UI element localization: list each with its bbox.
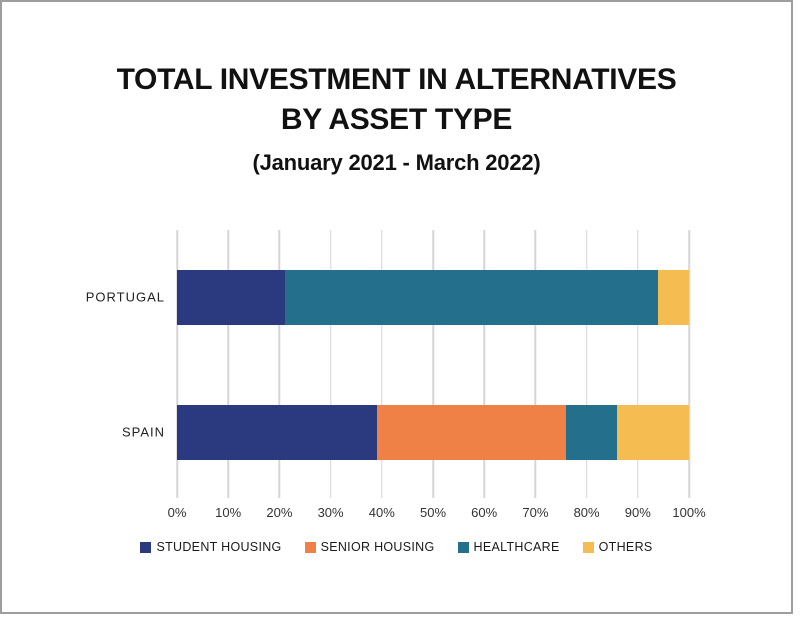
bar-spain bbox=[177, 405, 689, 460]
gridline-80% bbox=[585, 230, 588, 498]
x-tick-label-100%: 100% bbox=[672, 505, 706, 520]
segment-spain-healthcare bbox=[566, 405, 618, 460]
chart-title-line1: TOTAL INVESTMENT IN ALTERNATIVES bbox=[116, 63, 677, 96]
row-label-spain: SPAIN bbox=[121, 424, 165, 440]
chart-header: TOTAL INVESTMENT IN ALTERNATIVES BY ASSE… bbox=[2, 60, 791, 176]
x-tick-label-50%: 50% bbox=[419, 505, 447, 520]
segment-portugal-student-housing bbox=[177, 270, 285, 325]
segment-portugal-healthcare bbox=[284, 270, 659, 325]
legend-item-senior-housing: SENIOR HOUSING bbox=[304, 540, 435, 554]
segment-spain-senior-housing bbox=[376, 405, 567, 460]
x-tick-label-0%: 0% bbox=[167, 505, 187, 520]
x-tick-label-90%: 90% bbox=[624, 505, 651, 520]
bar-portugal bbox=[177, 270, 689, 325]
legend-label: OTHERS bbox=[598, 540, 653, 554]
legend-swatch-icon bbox=[140, 541, 152, 553]
x-tick-label-80%: 80% bbox=[573, 505, 600, 520]
chart-subtitle: (January 2021 - March 2022) bbox=[252, 150, 541, 175]
gridline-10% bbox=[227, 230, 229, 498]
legend-swatch-icon bbox=[457, 541, 469, 553]
legend: STUDENT HOUSING SENIOR HOUSING HEALTHCARE O… bbox=[2, 540, 791, 554]
gridline-100% bbox=[688, 230, 690, 498]
gridline-50% bbox=[432, 230, 434, 498]
x-tick-label-30%: 30% bbox=[317, 505, 344, 520]
legend-item-others: OTHERS bbox=[582, 540, 653, 554]
gridline-20% bbox=[278, 230, 281, 498]
chart-title-line2: BY ASSET TYPE bbox=[280, 103, 513, 136]
legend-swatch-icon bbox=[304, 541, 316, 553]
x-tick-label-10%: 10% bbox=[215, 505, 242, 520]
segment-spain-student-housing bbox=[177, 405, 377, 460]
x-tick-label-60%: 60% bbox=[471, 505, 498, 520]
plot-area: PORTUGAL SPAIN bbox=[86, 230, 690, 498]
x-tick-label-40%: 40% bbox=[368, 505, 395, 520]
legend-label: STUDENT HOUSING bbox=[156, 540, 282, 554]
x-tick-label-20%: 20% bbox=[266, 505, 293, 520]
gridline-30% bbox=[329, 230, 332, 498]
gridline-0% bbox=[176, 230, 178, 498]
segment-portugal-others bbox=[658, 270, 689, 325]
legend-label: HEALTHCARE bbox=[473, 540, 560, 554]
x-axis: 0% 10% 20% 30% 40% 50% 60% 70% 80% 90% 100% bbox=[168, 505, 706, 525]
legend-swatch-icon bbox=[582, 541, 594, 553]
gridline-40% bbox=[381, 230, 383, 498]
legend-item-healthcare: HEALTHCARE bbox=[457, 540, 560, 554]
x-tick-label-70%: 70% bbox=[522, 505, 549, 520]
segment-spain-others bbox=[617, 405, 689, 460]
gridline-70% bbox=[534, 230, 537, 498]
gridline-60% bbox=[483, 230, 485, 498]
row-label-portugal: PORTUGAL bbox=[85, 289, 165, 305]
legend-item-student-housing: STUDENT HOUSING bbox=[140, 540, 281, 554]
gridline-90% bbox=[637, 230, 639, 498]
legend-label: SENIOR HOUSING bbox=[320, 540, 435, 554]
